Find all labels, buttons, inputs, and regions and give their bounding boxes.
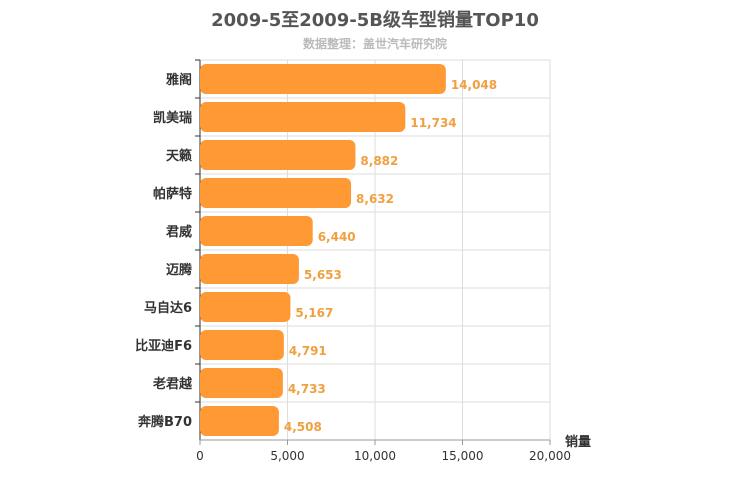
x-tick-label-1: 5,000 — [270, 449, 304, 463]
value-label-1: 11,734 — [410, 116, 456, 130]
value-label-9: 4,508 — [284, 420, 322, 434]
category-label-2: 天籁 — [166, 148, 192, 164]
bar-4 — [200, 216, 313, 246]
x-axis-title: 销量 — [565, 434, 591, 450]
category-label-4: 君威 — [166, 224, 192, 240]
category-label-3: 帕萨特 — [153, 186, 192, 202]
value-label-7: 4,791 — [289, 344, 327, 358]
category-label-9: 奔腾B70 — [137, 414, 192, 430]
bar-6 — [200, 292, 291, 322]
category-label-8: 老君越 — [152, 376, 193, 392]
bar-8 — [200, 368, 283, 398]
value-label-6: 5,167 — [295, 306, 333, 320]
category-label-7: 比亚迪F6 — [135, 338, 192, 354]
value-label-5: 5,653 — [304, 268, 342, 282]
bar-1 — [200, 102, 406, 132]
category-label-1: 凯美瑞 — [153, 110, 192, 126]
x-tick-label-3: 15,000 — [442, 449, 484, 463]
category-label-6: 马自达6 — [144, 300, 192, 316]
value-label-0: 14,048 — [451, 78, 497, 92]
bar-0 — [200, 64, 446, 94]
category-label-0: 雅阁 — [166, 72, 192, 88]
bar-9 — [200, 406, 279, 436]
bar-7 — [200, 330, 284, 360]
x-tick-label-0: 0 — [196, 449, 204, 463]
chart-subtitle: 数据整理：盖世汽车研究院 — [302, 37, 447, 51]
x-tick-label-4: 20,000 — [529, 449, 571, 463]
value-label-2: 8,882 — [360, 154, 398, 168]
bar-5 — [200, 254, 299, 284]
x-tick-label-2: 10,000 — [354, 449, 396, 463]
category-label-5: 迈腾 — [166, 262, 193, 278]
value-label-4: 6,440 — [318, 230, 356, 244]
bar-3 — [200, 178, 352, 208]
value-label-3: 8,632 — [356, 192, 394, 206]
bar-2 — [200, 140, 356, 170]
chart-title: 2009-5至2009-5B级车型销量TOP10 — [211, 10, 539, 31]
value-label-8: 4,733 — [288, 382, 326, 396]
